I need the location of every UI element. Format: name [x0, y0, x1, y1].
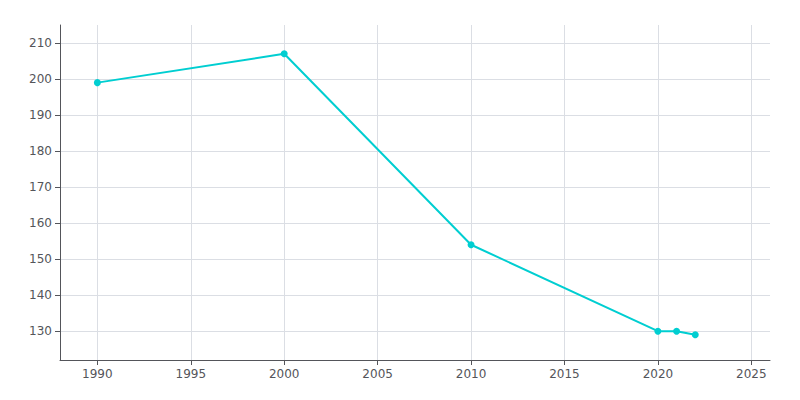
svg-text:2015: 2015 — [549, 367, 580, 381]
svg-text:140: 140 — [29, 288, 52, 302]
svg-text:160: 160 — [29, 216, 52, 230]
svg-text:2010: 2010 — [456, 367, 487, 381]
svg-text:2025: 2025 — [736, 367, 767, 381]
svg-text:1995: 1995 — [176, 367, 207, 381]
svg-text:2020: 2020 — [643, 367, 674, 381]
svg-text:200: 200 — [29, 72, 52, 86]
svg-text:1990: 1990 — [82, 367, 113, 381]
svg-text:130: 130 — [29, 324, 52, 338]
svg-text:180: 180 — [29, 144, 52, 158]
svg-text:2000: 2000 — [269, 367, 300, 381]
svg-text:150: 150 — [29, 252, 52, 266]
svg-text:210: 210 — [29, 36, 52, 50]
svg-text:190: 190 — [29, 108, 52, 122]
svg-text:2005: 2005 — [362, 367, 393, 381]
svg-text:170: 170 — [29, 180, 52, 194]
